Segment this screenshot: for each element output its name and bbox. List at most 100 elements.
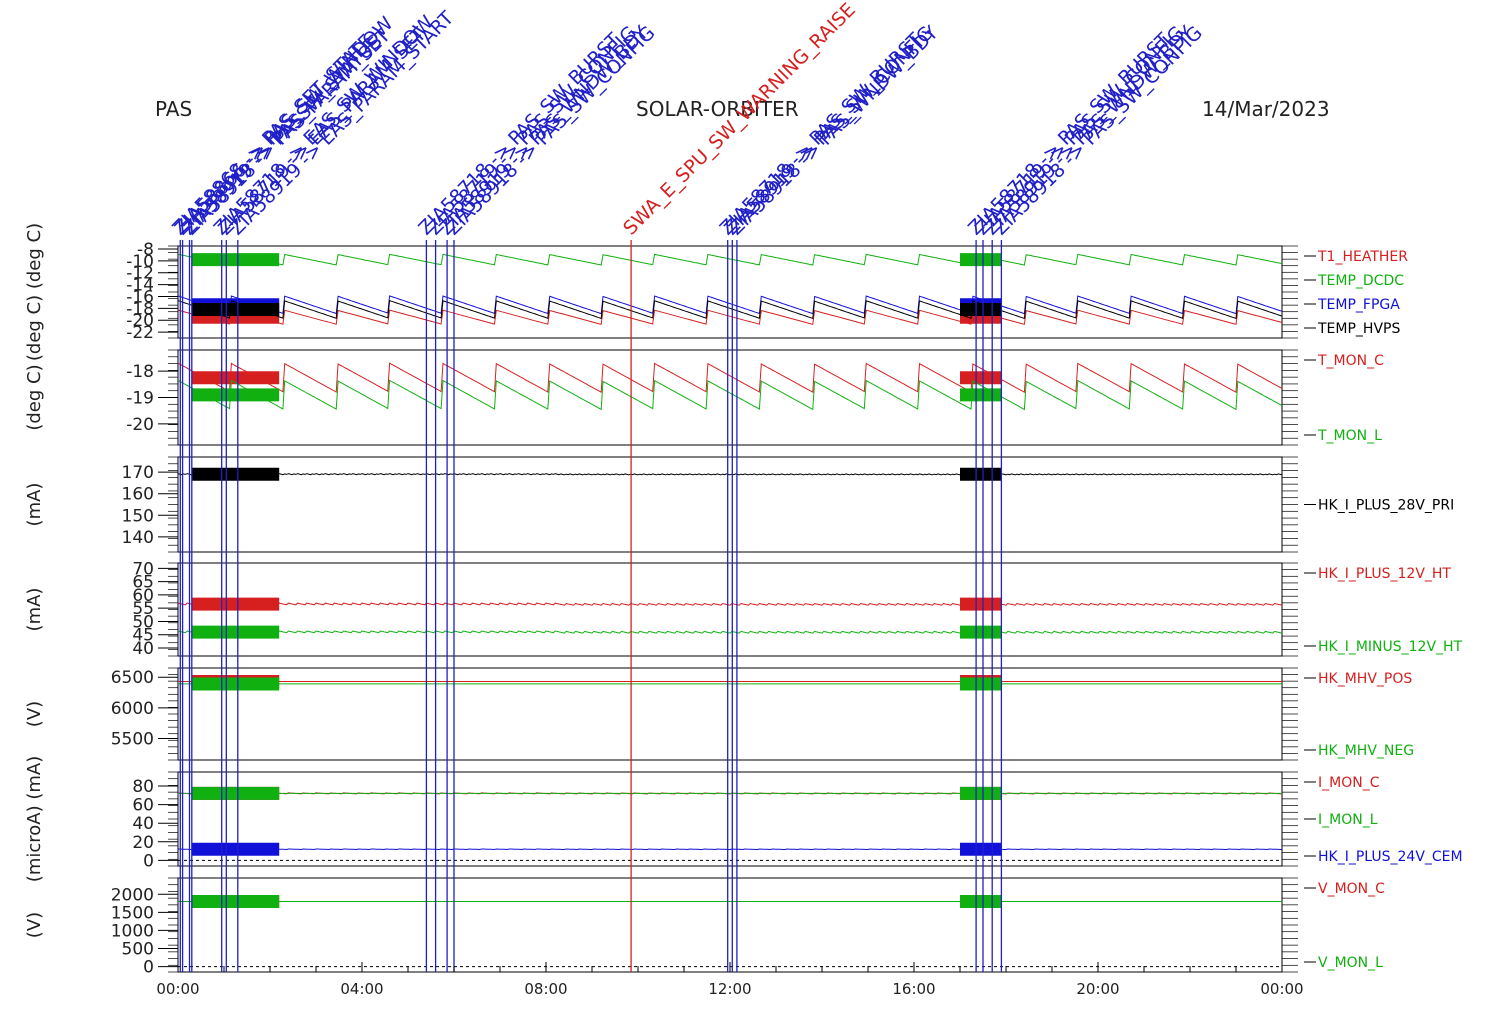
y-tick-label: 60 <box>132 586 154 606</box>
y-tick-label: 40 <box>132 814 154 834</box>
y-tick-label: -10 <box>126 252 154 272</box>
annotation-label: ZIA58918 -> PAS_SW_CONFIG <box>442 22 660 240</box>
y-tick-label: 6500 <box>111 668 154 688</box>
series-line <box>177 602 1283 606</box>
legend-label: TEMP_HVPS <box>1317 321 1400 337</box>
panel-frame <box>177 877 1283 973</box>
legend-label: T1_HEATHER <box>1317 249 1408 265</box>
panel-4: 5500 6000 6500 (V) HK_MHV_POS HK_MHV_NEG <box>24 667 1414 761</box>
legend-label: T_MON_L <box>1317 428 1382 444</box>
legend-label: TEMP_DCDC <box>1317 273 1404 289</box>
series-line <box>177 379 1283 411</box>
panel-1: -18 -19 -20 (deg C) T_MON_C T_MON_L <box>24 349 1384 446</box>
y-tick-label: 160 <box>122 485 154 505</box>
header-left: PAS <box>155 97 192 121</box>
panel-frame <box>177 562 1283 657</box>
legend-label: I_MON_L <box>1318 812 1378 828</box>
y-tick-label: 45 <box>132 626 154 646</box>
y-tick-label: -18 <box>126 299 154 319</box>
legend-label: HK_MHV_NEG <box>1318 743 1414 759</box>
legend-label: V_MON_L <box>1318 955 1383 971</box>
series-line <box>177 362 1283 394</box>
y-axis-label: (mA) <box>24 483 45 527</box>
y-tick-label: 1500 <box>111 903 154 923</box>
header-center: SOLAR-ORBITER <box>636 97 799 121</box>
y-tick-label: 60 <box>132 796 154 816</box>
series-line <box>177 309 1283 325</box>
legend-label: V_MON_C <box>1318 881 1385 897</box>
y-axis-label: (mA) <box>24 588 45 632</box>
x-tick-label: 16:00 <box>892 980 935 998</box>
panel-frame <box>177 771 1283 867</box>
y-tick-label: 80 <box>132 777 154 797</box>
x-tick-label: 20:00 <box>1076 980 1119 998</box>
legend-label: HK_I_PLUS_12V_HT <box>1318 566 1451 582</box>
legend-label: I_MON_C <box>1318 775 1380 791</box>
panel-frame <box>177 245 1283 339</box>
y-tick-label: -19 <box>126 389 154 409</box>
series-line <box>177 473 1283 476</box>
x-tick-label: 12:00 <box>708 980 751 998</box>
y-tick-label: -14 <box>126 276 154 296</box>
annotation-label: ZIA58918 -> PAS_WNDW_BDY <box>725 22 943 240</box>
header-right: 14/Mar/2023 <box>1202 97 1330 121</box>
panel-0: -8-10-12-14-16-18-20-22 (deg C) (deg C) T1… <box>24 223 1408 361</box>
y-tick-label: 6000 <box>111 699 154 719</box>
y-tick-label: 1000 <box>111 921 154 941</box>
panels: -8-10-12-14-16-18-20-22(deg C) (deg C) T1… <box>24 223 1463 978</box>
y-tick-label: 150 <box>122 506 154 526</box>
annotation-label: ZIA58918 -> PAS_SW_CONFIG <box>989 22 1207 240</box>
y-axis-label: (deg C) (deg C) <box>24 223 45 361</box>
y-tick-label: 140 <box>122 528 154 548</box>
legend-label: HK_I_PLUS_24V_CEM <box>1318 849 1463 865</box>
panel-frame <box>177 456 1283 553</box>
series-line <box>178 848 1282 851</box>
y-tick-label: -12 <box>126 264 154 284</box>
y-tick-label: 50 <box>132 612 154 632</box>
annotation-label: ZIA58918 -> PAS_PARAM_SET <box>180 24 395 239</box>
y-tick-label: 20 <box>132 833 154 853</box>
series-line <box>177 630 1283 634</box>
y-tick-label: 170 <box>122 463 154 483</box>
series-line <box>177 295 1283 315</box>
legend-label: T_MON_C <box>1317 353 1384 369</box>
y-tick-label: 0 <box>143 958 154 978</box>
series-line <box>177 299 1283 320</box>
y-tick-label: -20 <box>126 311 154 331</box>
series-line <box>177 253 1283 266</box>
y-axis-label: (V) <box>24 701 45 727</box>
legend-label: TEMP_FPGA <box>1317 297 1400 313</box>
y-tick-label: 55 <box>132 599 154 619</box>
annotation-label: ZIA58919 -> EAS_PARAM_START <box>226 7 459 240</box>
y-tick-label: 65 <box>132 573 154 593</box>
legend-label: HK_I_MINUS_12V_HT <box>1318 639 1463 655</box>
y-tick-label: 0 <box>143 851 154 871</box>
legend-label: HK_MHV_POS <box>1318 671 1412 687</box>
y-tick-label: -22 <box>126 323 154 343</box>
y-tick-label: 500 <box>122 940 154 960</box>
y-tick-label: -16 <box>126 287 154 307</box>
x-tick-label: 00:00 <box>156 980 199 998</box>
y-tick-label: 2000 <box>111 885 154 905</box>
y-tick-label: 70 <box>132 559 154 579</box>
y-axis-label: (microA) (mA) <box>24 756 45 882</box>
y-tick-label: -18 <box>126 362 154 382</box>
y-tick-label: 5500 <box>111 730 154 750</box>
y-tick-label: 40 <box>132 639 154 659</box>
x-axis: 00:00 04:00 08:00 12:00 16:00 20:00 00:00 <box>156 962 1304 998</box>
x-tick-label: 00:00 <box>1260 980 1303 998</box>
panel-frame <box>177 349 1283 446</box>
legend-label: HK_I_PLUS_28V_PRI <box>1318 498 1454 514</box>
x-tick-label: 04:00 <box>340 980 383 998</box>
y-tick-label: -8 <box>137 240 154 260</box>
y-tick-label: -20 <box>126 415 154 435</box>
x-tick-label: 08:00 <box>524 980 567 998</box>
y-axis-label: (V) <box>24 912 45 938</box>
y-axis-label: (deg C) <box>24 364 45 430</box>
